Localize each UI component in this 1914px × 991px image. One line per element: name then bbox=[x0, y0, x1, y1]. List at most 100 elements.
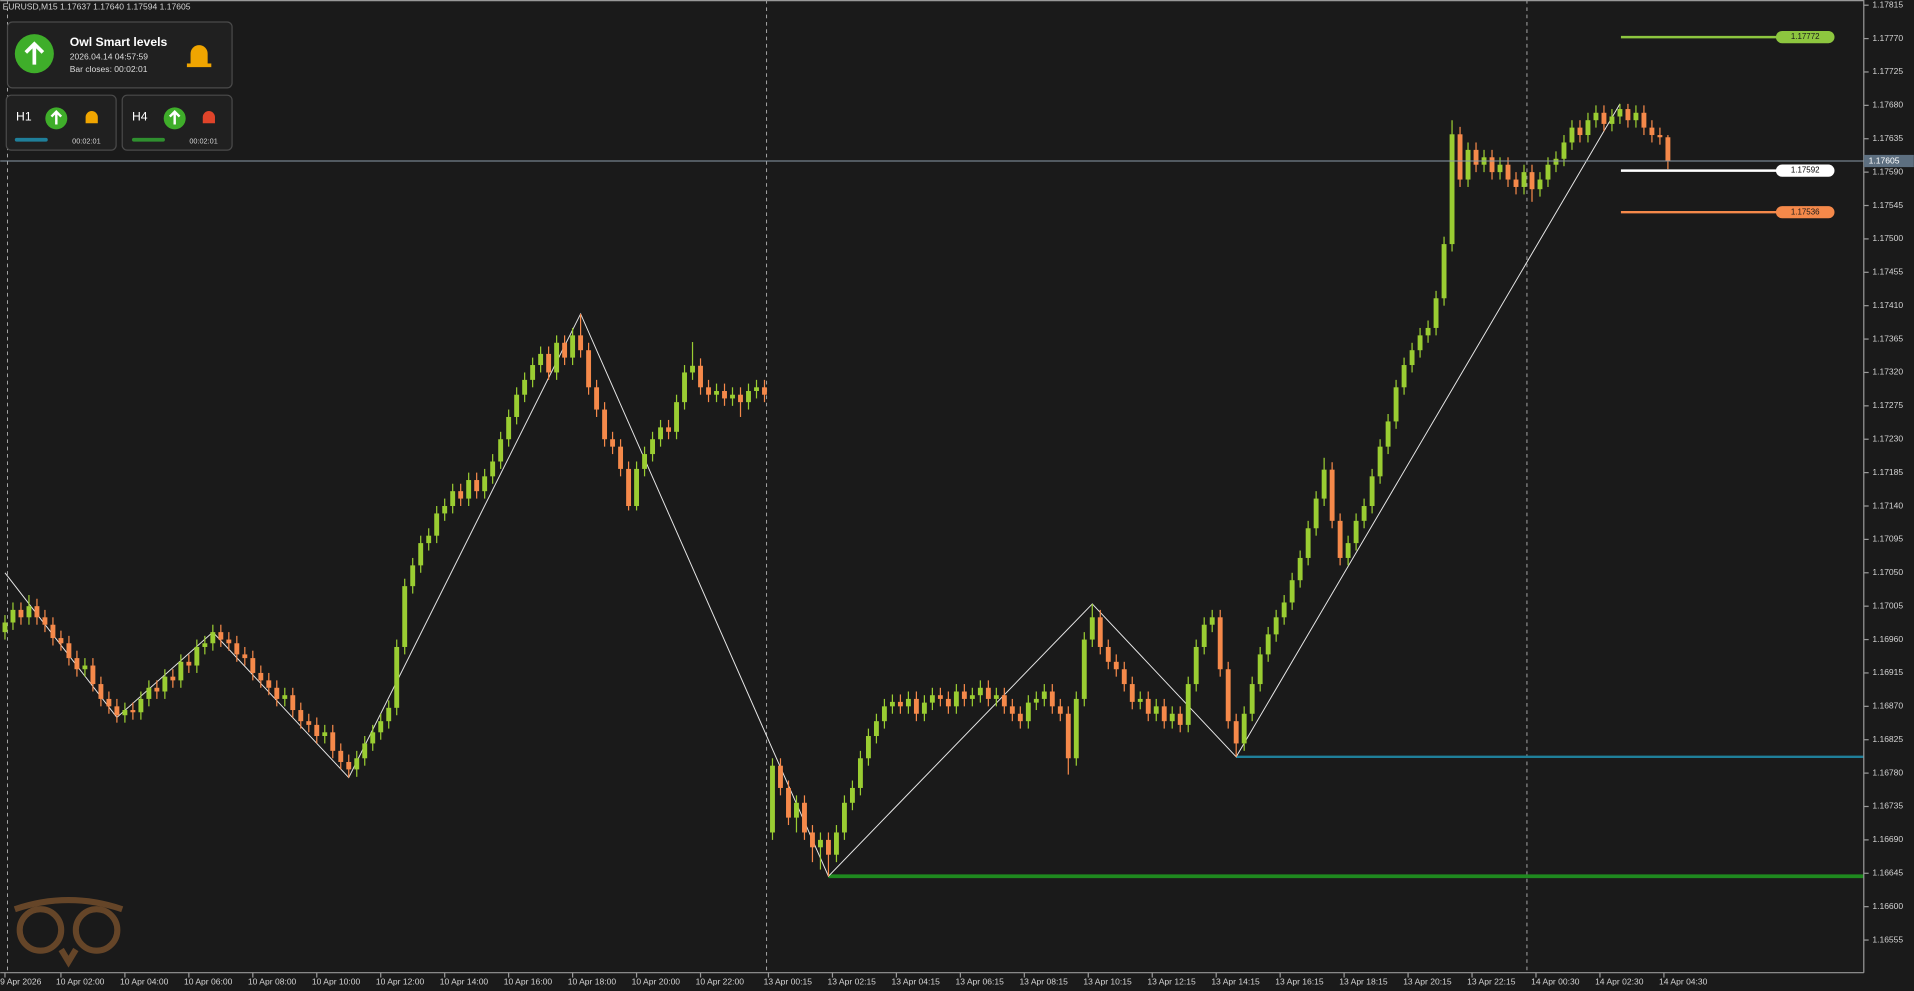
candle-body bbox=[1489, 157, 1495, 173]
candle-body bbox=[1225, 669, 1231, 722]
candle-body bbox=[1073, 698, 1079, 759]
candle-body bbox=[34, 606, 40, 618]
candle-body bbox=[1537, 179, 1543, 190]
candle-body bbox=[1057, 706, 1063, 714]
progress-bar bbox=[131, 137, 165, 142]
candle-body bbox=[961, 691, 967, 699]
indicator-panel: Owl Smart levels 2026.04.14 04:57:59 Bar… bbox=[5, 21, 233, 151]
candle-body bbox=[282, 695, 288, 699]
candle-body bbox=[1161, 706, 1167, 722]
candle-body bbox=[698, 365, 703, 388]
candle-body bbox=[610, 439, 616, 447]
candle-body bbox=[538, 353, 544, 366]
candle-body bbox=[1545, 164, 1551, 180]
candle-body bbox=[666, 427, 671, 432]
current-price-box bbox=[1863, 154, 1914, 168]
level-pill bbox=[1775, 30, 1835, 44]
candle-body bbox=[266, 680, 272, 688]
candle-body bbox=[746, 391, 751, 403]
candle-body bbox=[770, 765, 775, 833]
candle-body bbox=[1369, 476, 1375, 507]
candle-body bbox=[913, 698, 919, 714]
candle-body bbox=[626, 468, 632, 507]
candle-body bbox=[530, 365, 536, 380]
candle-body bbox=[506, 416, 512, 440]
candle-body bbox=[570, 335, 576, 358]
candle-body bbox=[514, 394, 520, 417]
candle-body bbox=[1433, 298, 1439, 328]
x-tick-label: 10 Apr 04:00 bbox=[120, 977, 169, 987]
x-tick-label: 10 Apr 22:00 bbox=[696, 977, 745, 987]
candle-body bbox=[338, 750, 344, 762]
candle-body bbox=[1217, 617, 1223, 670]
x-tick-label: 10 Apr 16:00 bbox=[504, 977, 553, 987]
x-tick-label: 14 Apr 04:30 bbox=[1659, 977, 1708, 987]
candle-body bbox=[1241, 713, 1247, 744]
candle-body bbox=[1505, 164, 1511, 180]
candle-body bbox=[1313, 498, 1319, 529]
candle-body bbox=[1633, 112, 1639, 121]
y-tick-label: 1.16870 bbox=[1872, 701, 1903, 711]
x-tick-label: 14 Apr 02:30 bbox=[1595, 977, 1644, 987]
x-tick-label: 13 Apr 18:15 bbox=[1339, 977, 1388, 987]
candle-body bbox=[706, 387, 711, 395]
y-tick-label: 1.17050 bbox=[1872, 567, 1903, 577]
candle-body bbox=[857, 758, 863, 788]
y-tick-label: 1.16780 bbox=[1872, 767, 1903, 777]
candle-body bbox=[738, 394, 743, 403]
candle-body bbox=[378, 721, 384, 733]
timer: 00:02:01 bbox=[189, 137, 217, 146]
alarm-icon bbox=[202, 111, 215, 124]
candle-body bbox=[1601, 112, 1607, 124]
candle-body bbox=[1281, 602, 1287, 618]
candle-body bbox=[434, 513, 440, 536]
candle-body bbox=[921, 702, 927, 714]
level-pill bbox=[1775, 206, 1835, 219]
candle-body bbox=[977, 687, 983, 696]
y-tick-label: 1.16735 bbox=[1872, 801, 1903, 811]
candle-body bbox=[762, 387, 767, 395]
candle-body bbox=[818, 839, 823, 848]
x-tick-label: 9 Apr 2026 bbox=[0, 977, 42, 987]
candle-body bbox=[306, 721, 312, 725]
panel-title: Owl Smart levels bbox=[70, 35, 168, 49]
candle-body bbox=[394, 646, 400, 708]
y-tick-label: 1.17275 bbox=[1872, 400, 1903, 410]
y-tick-label: 1.16555 bbox=[1872, 934, 1903, 944]
arrow-up bbox=[24, 41, 45, 65]
candle-body bbox=[1417, 335, 1423, 351]
candle-body bbox=[602, 409, 608, 440]
candle-body bbox=[194, 646, 200, 666]
x-tick-label: 10 Apr 10:00 bbox=[312, 977, 361, 987]
candle-body bbox=[58, 638, 64, 644]
x-tick-label: 13 Apr 10:15 bbox=[1083, 977, 1132, 987]
candle-body bbox=[426, 535, 432, 544]
candle-body bbox=[362, 743, 368, 759]
candle-body bbox=[106, 698, 112, 707]
panel-time: 2026.04.14 04:57:59 bbox=[70, 52, 149, 62]
candle-body bbox=[10, 609, 16, 623]
candle-body bbox=[1361, 506, 1367, 521]
candle-body bbox=[690, 365, 695, 373]
candle-body bbox=[1513, 179, 1519, 187]
chart-header: EURUSD,M15 1.17637 1.17640 1.17594 1.176… bbox=[3, 2, 191, 12]
y-tick-label: 1.17590 bbox=[1872, 166, 1903, 176]
candle-body bbox=[162, 676, 168, 692]
x-tick-label: 13 Apr 04:15 bbox=[892, 977, 941, 987]
candle-body bbox=[1089, 617, 1095, 640]
timeframe-label: H4 bbox=[132, 109, 148, 123]
y-tick-label: 1.17680 bbox=[1872, 100, 1903, 110]
candle-body bbox=[354, 758, 360, 770]
y-tick-label: 1.17500 bbox=[1872, 233, 1903, 243]
y-tick-label: 1.17005 bbox=[1872, 600, 1903, 610]
candle-body bbox=[546, 353, 552, 373]
candle-body bbox=[154, 687, 160, 692]
candle-body bbox=[730, 394, 735, 399]
y-tick-label: 1.17725 bbox=[1872, 66, 1903, 76]
candle-body bbox=[1665, 137, 1671, 162]
y-tick-label: 1.17635 bbox=[1872, 133, 1903, 143]
candle-body bbox=[210, 632, 216, 644]
plot-area bbox=[2, 103, 1864, 879]
